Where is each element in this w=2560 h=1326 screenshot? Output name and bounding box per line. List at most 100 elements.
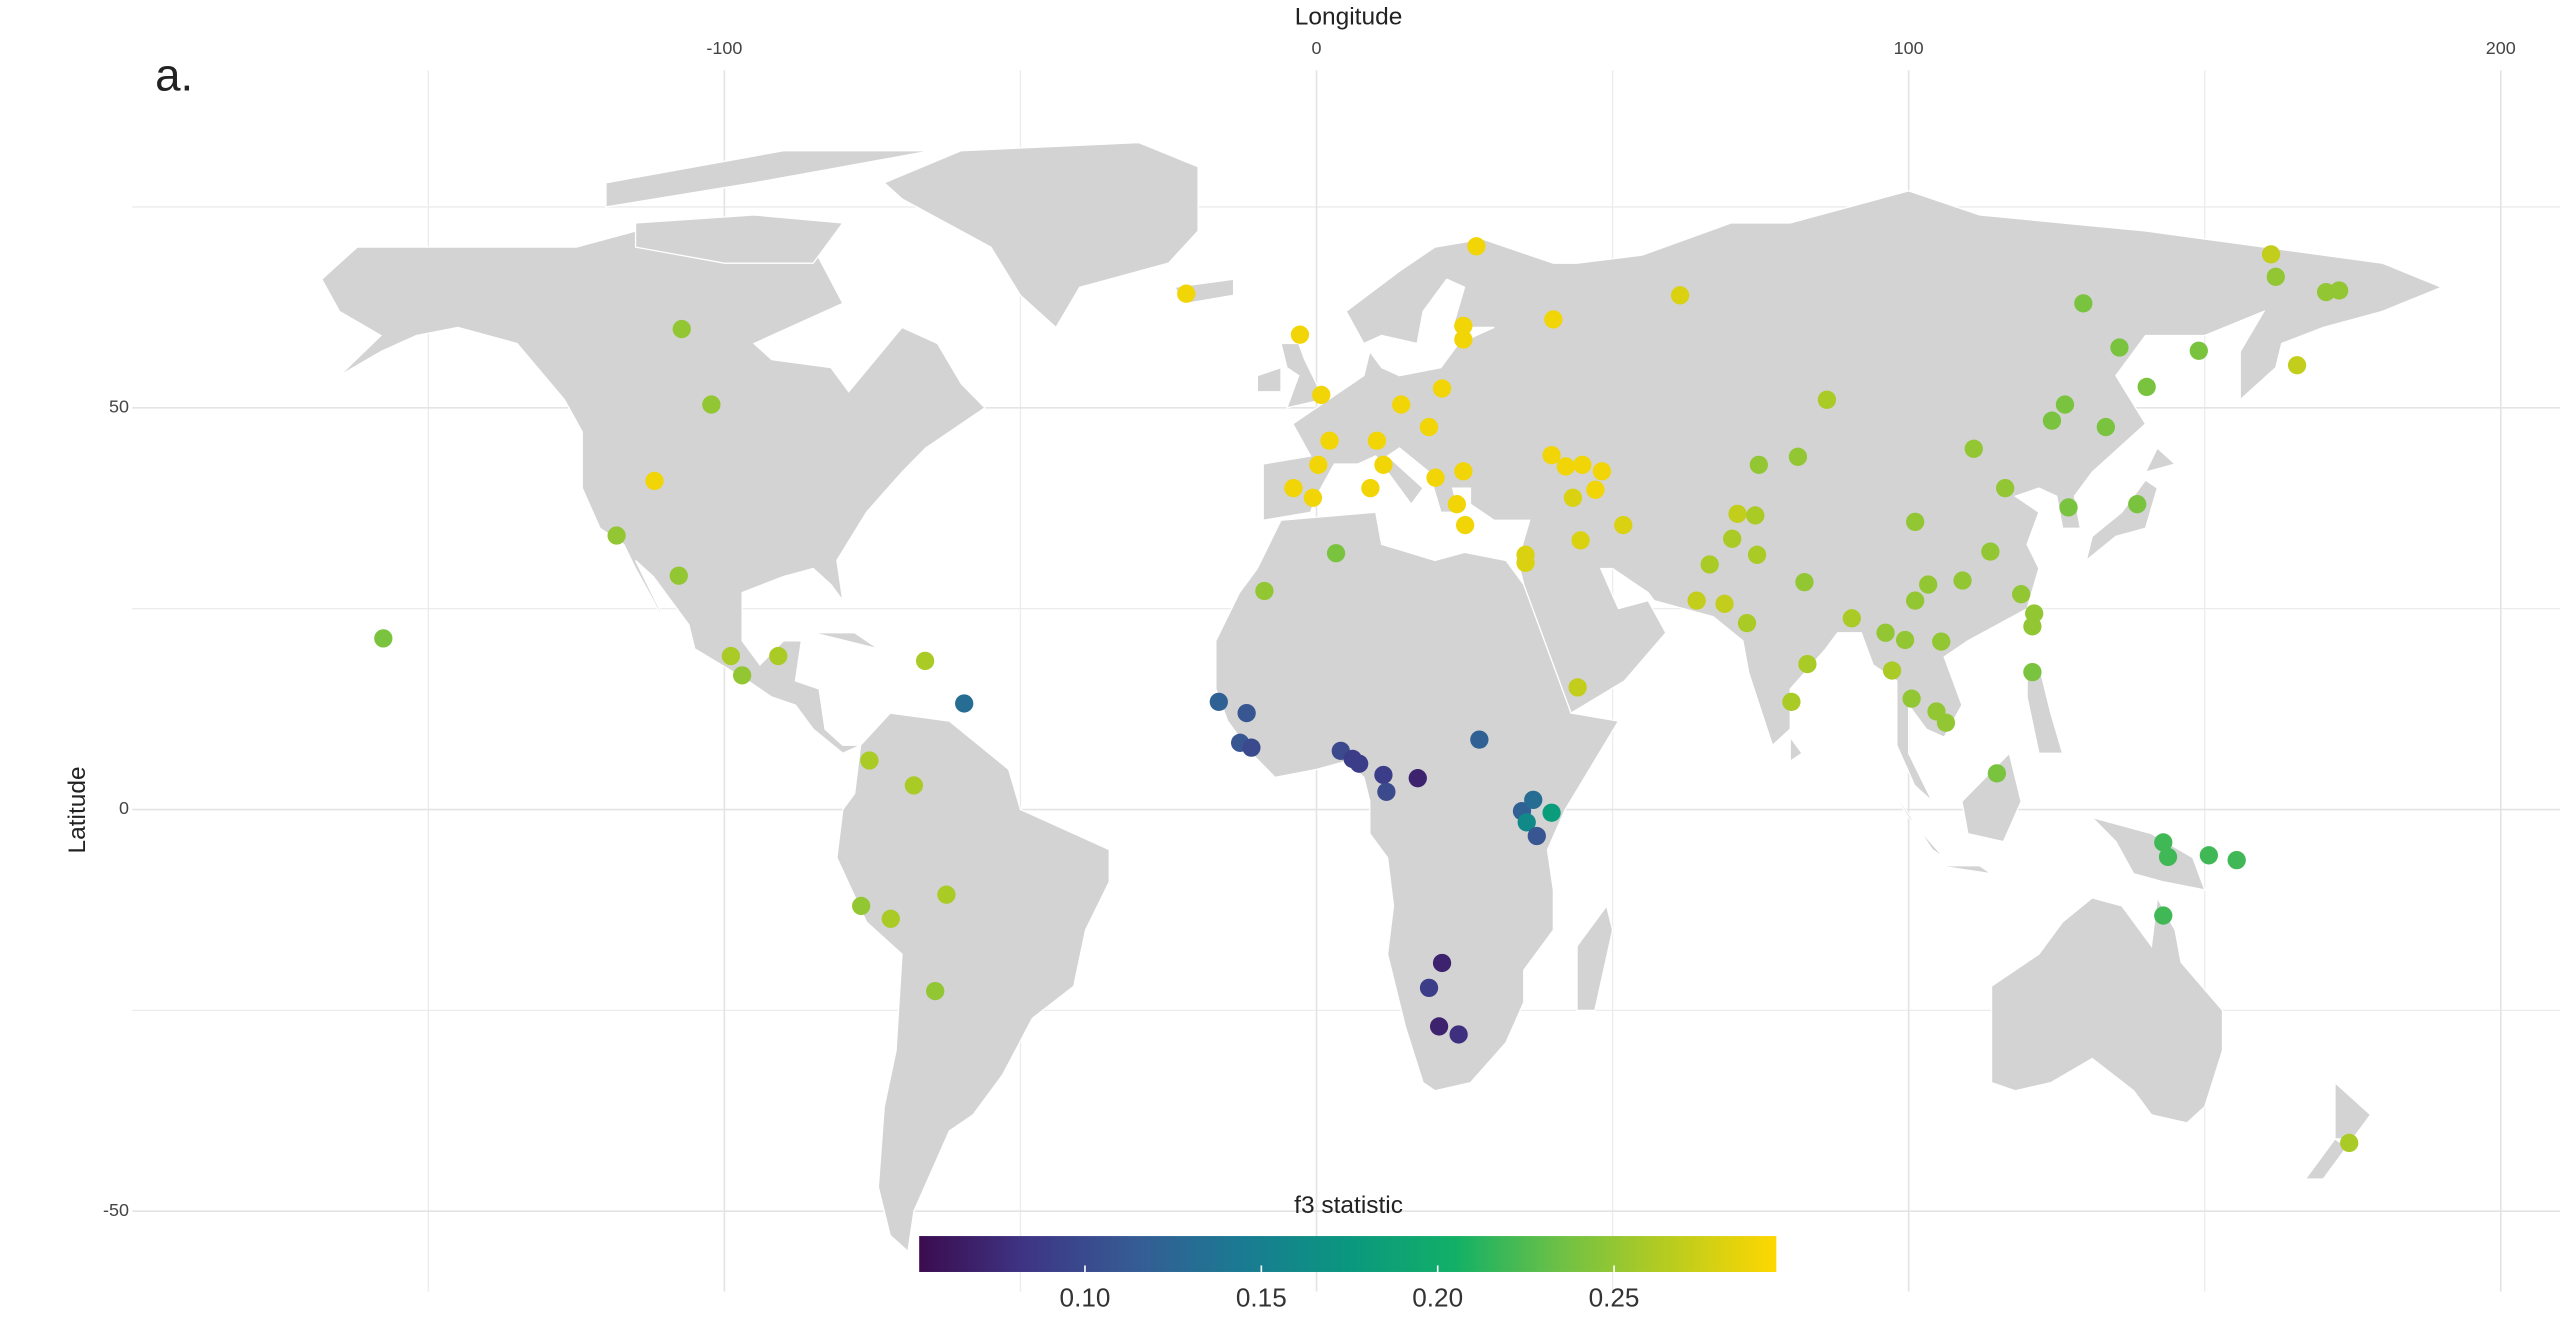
point xyxy=(881,909,900,928)
point xyxy=(1367,431,1387,450)
point xyxy=(1936,713,1956,732)
point xyxy=(1987,764,2007,783)
point xyxy=(1209,692,1228,711)
point xyxy=(2340,1133,2359,1153)
point xyxy=(1906,591,1925,610)
colorbar xyxy=(919,1236,1777,1272)
point xyxy=(2096,417,2115,437)
land-shape xyxy=(2026,664,2064,754)
point xyxy=(2189,341,2208,360)
point xyxy=(1728,504,1747,523)
point xyxy=(1542,803,1561,822)
point xyxy=(1524,790,1543,810)
point xyxy=(1902,689,1921,708)
point xyxy=(926,981,945,1001)
point xyxy=(1737,613,1757,633)
point xyxy=(904,776,924,795)
panel-label: a. xyxy=(155,50,193,101)
point xyxy=(1516,553,1535,572)
point xyxy=(721,646,741,666)
point xyxy=(1527,826,1546,846)
point xyxy=(1906,512,1925,532)
y-tick-label: 50 xyxy=(109,397,129,417)
point xyxy=(607,526,626,545)
y-tick-label: 0 xyxy=(119,798,129,818)
y-axis-title: Latitude xyxy=(64,766,91,853)
point xyxy=(1517,813,1536,832)
point xyxy=(2227,850,2246,870)
point xyxy=(2154,833,2173,852)
point xyxy=(1876,623,1895,642)
land-shape xyxy=(813,632,879,650)
point xyxy=(1312,385,1331,405)
land-shape xyxy=(1961,751,2022,843)
point xyxy=(1309,455,1328,474)
colorbar-tick-label: 0.20 xyxy=(1412,1283,1463,1313)
point xyxy=(2154,906,2173,925)
point xyxy=(2287,356,2307,375)
point xyxy=(1470,730,1489,749)
point xyxy=(1798,654,1817,674)
land-shape xyxy=(605,150,932,208)
point xyxy=(2055,395,2075,414)
point xyxy=(2137,377,2156,397)
point xyxy=(1817,390,1837,409)
point xyxy=(1432,953,1452,973)
point xyxy=(955,694,974,713)
land-shape xyxy=(2144,446,2177,474)
land-shape xyxy=(1256,366,1282,393)
land-shape xyxy=(634,214,845,264)
point xyxy=(1374,455,1393,474)
point xyxy=(1556,457,1575,476)
point xyxy=(1592,462,1612,481)
y-tick-label: -50 xyxy=(103,1200,129,1220)
point xyxy=(1568,678,1587,697)
point xyxy=(1419,978,1439,998)
colorbar-tick-label: 0.15 xyxy=(1236,1283,1287,1313)
point xyxy=(2266,267,2285,286)
point xyxy=(2059,498,2078,517)
point xyxy=(1895,630,1915,650)
point xyxy=(1449,1025,1468,1044)
point xyxy=(1177,284,1196,303)
land-shape xyxy=(1938,865,1992,875)
points xyxy=(374,237,2359,1153)
point xyxy=(2128,495,2147,514)
colorbar-tick-label: 0.25 xyxy=(1589,1283,1640,1313)
land-shape xyxy=(1576,904,1614,1012)
point xyxy=(1455,515,1475,535)
point xyxy=(2012,585,2031,604)
point xyxy=(1571,531,1590,550)
point xyxy=(669,566,688,585)
point xyxy=(1782,692,1801,711)
point xyxy=(2158,847,2178,867)
point xyxy=(1447,495,1466,514)
point xyxy=(1377,782,1396,801)
point xyxy=(1429,1017,1449,1036)
point xyxy=(2023,662,2042,682)
point xyxy=(1795,572,1814,592)
x-tick-label: -100 xyxy=(706,38,742,58)
point xyxy=(1454,330,1473,349)
point xyxy=(1747,545,1767,564)
point xyxy=(1788,447,1808,466)
point xyxy=(1542,446,1561,465)
point xyxy=(1454,462,1473,481)
point xyxy=(2023,617,2042,636)
point xyxy=(1715,594,1734,613)
point xyxy=(2042,411,2062,430)
colorbar-title: f3 statistic xyxy=(1294,1192,1403,1219)
point xyxy=(1996,478,2015,498)
point xyxy=(1746,506,1765,525)
land-shape xyxy=(883,141,1199,329)
point xyxy=(1573,455,1592,474)
point xyxy=(1320,431,1339,450)
point xyxy=(1749,455,1768,474)
point xyxy=(1303,488,1323,507)
point xyxy=(672,319,691,339)
x-tick-label: 0 xyxy=(1312,38,1322,58)
point xyxy=(1919,575,1938,594)
point xyxy=(1586,480,1605,499)
point xyxy=(1242,738,1261,757)
